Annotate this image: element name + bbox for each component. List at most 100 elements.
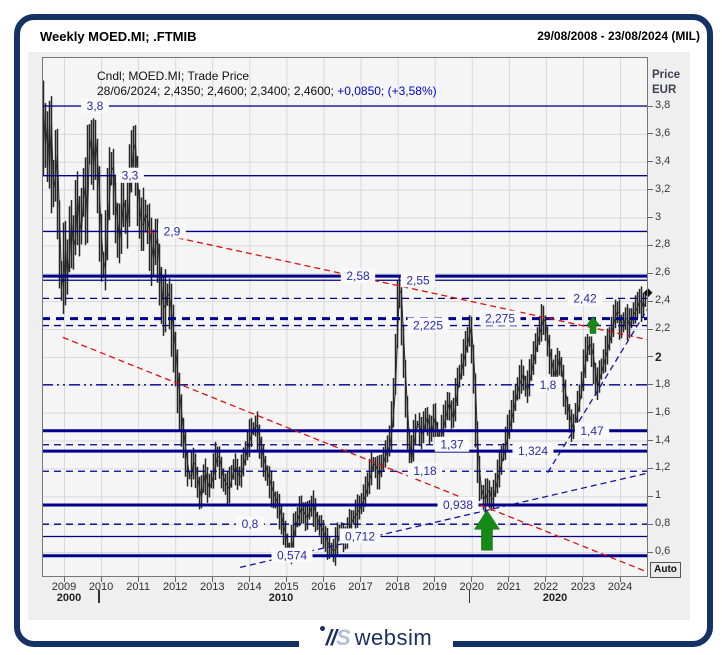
y-axis-title-eur: EUR [652,84,677,96]
x-tick-mark [545,577,547,582]
x-year-label: 2013 [200,581,225,593]
x-tick-mark [63,577,65,582]
y-tick-label: 1,8 [655,377,671,390]
x-year-label: 2014 [237,581,262,593]
svg-text:1,8: 1,8 [540,378,557,392]
x-tick-mark [619,577,621,582]
auto-scale-button[interactable]: Auto [650,562,681,578]
y-tick-mark [648,551,653,553]
y-tick-mark [648,189,653,191]
svg-text:0,938: 0,938 [443,498,473,512]
svg-text:1,18: 1,18 [413,464,437,478]
svg-text:3,8: 3,8 [87,99,104,113]
watermark: //S websim [299,624,453,651]
legend-ohlc-values: 28/06/2024; 2,4350; 2,4600; 2,3400; 2,46… [97,84,338,98]
x-tick-mark [322,577,324,582]
x-decade-label: 2020 [542,592,568,604]
y-tick-label: 2,4 [655,294,671,307]
x-tick-mark [137,577,139,582]
y-tick-label: 1,4 [655,433,671,446]
up-arrow-small-icon [585,316,600,334]
chart-title: Weekly MOED.MI; .FTMIB [40,29,197,44]
y-tick-label: 1,6 [655,405,671,418]
y-tick-mark [648,495,653,497]
y-tick-label: 3 [655,210,662,223]
svg-text:2,275: 2,275 [485,312,515,326]
legend-ohlc-line: 28/06/2024; 2,4350; 2,4600; 2,3400; 2,46… [97,84,437,98]
up-arrow-large-icon [474,509,500,551]
y-axis-title: Price EUR [652,68,680,98]
x-year-label: 2023 [570,581,596,593]
y-tick-mark [648,300,653,302]
x-tick-mark [248,577,250,582]
y-tick-label: 0,8 [655,517,671,530]
x-tick-mark [211,577,213,582]
x-tick-mark [471,577,473,582]
legend-series-line: Cndl; MOED.MI; Trade Price [97,69,250,83]
y-tick-mark [648,105,653,107]
x-year-label: 2009 [51,581,77,593]
svg-text:3,3: 3,3 [122,169,139,183]
x-decade-label: 2000 [56,592,82,604]
y-tick-mark [648,384,653,386]
y-axis-title-price: Price [652,69,681,81]
y-tick-mark [648,467,653,469]
x-tick-mark [508,577,510,582]
legend-change-values: +0,0850; (+3,58%) [337,84,437,98]
plot-border [42,57,648,577]
x-tick-mark [434,577,436,582]
x-year-label: 2011 [126,581,150,593]
y-tick-mark [648,217,653,219]
horizontal-levels[interactable] [42,105,648,558]
logo-dot-icon [319,625,325,631]
plot-area-background [42,57,648,577]
y-tick-label: 3,2 [655,182,671,195]
x-year-label: 2017 [348,581,373,593]
websim-logo-icon: //S websim [319,624,433,651]
x-year-label: 2010 [88,581,114,593]
x-decade-tick [98,590,100,603]
svg-text:2,9: 2,9 [164,224,181,238]
logo-slashes: // [325,624,337,650]
y-tick-label: 3,6 [655,126,671,139]
y-tick-mark [648,356,653,358]
y-tick-label: 2,2 [655,322,671,335]
x-tick-mark [100,577,102,582]
y-tick-mark [648,412,653,414]
x-year-label: 2020 [459,581,484,593]
y-tick-label: 1,2 [655,461,671,474]
y-tick-mark [648,161,653,163]
svg-text:0,8: 0,8 [242,517,259,531]
x-tick-mark [285,577,287,582]
x-tick-mark [360,577,362,582]
buy-signal-arrows [474,316,600,551]
x-year-label: 2021 [496,581,522,593]
y-tick-mark [648,272,653,274]
y-tick-label: 1 [655,489,662,502]
svg-text:1,47: 1,47 [580,424,604,438]
x-year-label: 2019 [422,581,447,593]
svg-text:2,225: 2,225 [413,319,443,333]
x-decade-tick [468,590,471,603]
svg-text:2,42: 2,42 [573,291,597,305]
svg-text:1,37: 1,37 [440,438,464,452]
x-tick-mark [582,577,584,582]
logo-name: websim [354,624,433,650]
y-tick-mark [648,440,653,442]
y-tick-label: 3,8 [655,99,671,111]
y-tick-mark [648,328,653,330]
x-tick-mark [397,577,399,582]
y-tick-label: 2,8 [655,238,671,251]
logo-s: S [335,624,351,650]
x-year-label: 2022 [533,581,559,593]
y-tick-label: 0,6 [655,545,671,558]
level-labels: 3,8 3,3 2,9 2,58 2,55 2,42 2,275 2,225 1,8 1,47 1,… [81,98,610,563]
y-tick-mark [648,133,653,135]
y-tick-mark [648,523,653,525]
x-year-label: 2015 [274,581,299,593]
y-tick-mark [648,244,653,246]
y-tick-label: 3,4 [655,154,671,167]
x-decade-label: 2010 [268,592,294,604]
